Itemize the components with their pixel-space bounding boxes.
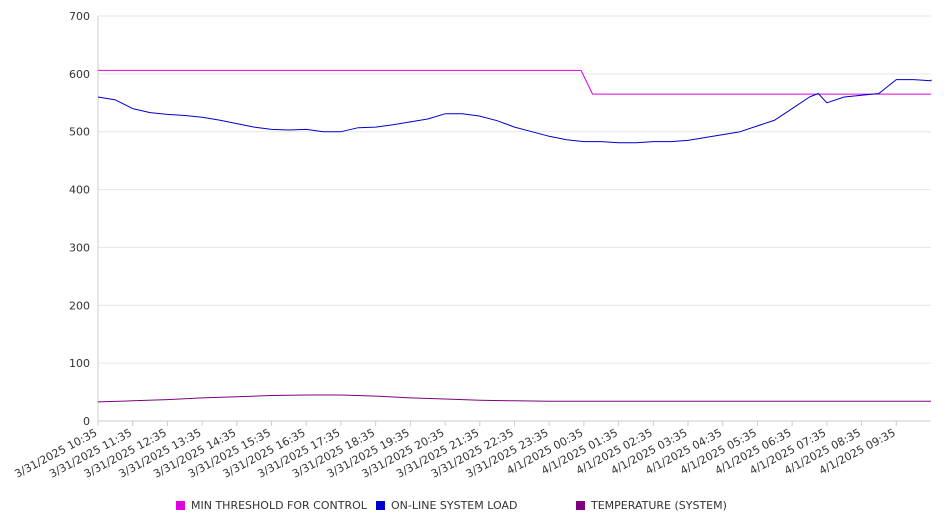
legend-item-min-threshold: MIN THRESHOLD FOR CONTROL <box>176 498 367 512</box>
legend-label: TEMPERATURE (SYSTEM) <box>591 498 727 512</box>
y-axis: 0 100 200 300 400 500 600 700 <box>69 10 99 428</box>
x-axis: 3/31/2025 10:353/31/2025 11:353/31/2025 … <box>12 420 931 481</box>
legend-label: ON-LINE SYSTEM LOAD <box>391 498 518 512</box>
legend-swatch <box>176 500 185 510</box>
y-tick-label: 600 <box>69 68 90 81</box>
y-tick-label: 100 <box>69 357 90 370</box>
y-tick-label: 700 <box>69 10 90 23</box>
series-lines <box>97 69 932 403</box>
legend-swatch <box>376 500 385 510</box>
legend-item-system-load: ON-LINE SYSTEM LOAD <box>376 498 517 512</box>
system-load-line <box>97 79 932 144</box>
y-tick-label: 500 <box>69 126 90 139</box>
y-tick-label: 200 <box>69 299 90 312</box>
legend-swatch <box>576 500 585 510</box>
grid-lines <box>98 15 931 422</box>
temperature-line <box>97 394 931 403</box>
legend-item-temperature: TEMPERATURE (SYSTEM) <box>576 498 727 512</box>
y-tick-label: 0 <box>83 415 90 428</box>
y-tick-label: 400 <box>69 184 90 197</box>
y-tick-label: 300 <box>69 241 90 254</box>
legend-label: MIN THRESHOLD FOR CONTROL <box>191 498 367 512</box>
min-threshold-line <box>98 69 931 95</box>
